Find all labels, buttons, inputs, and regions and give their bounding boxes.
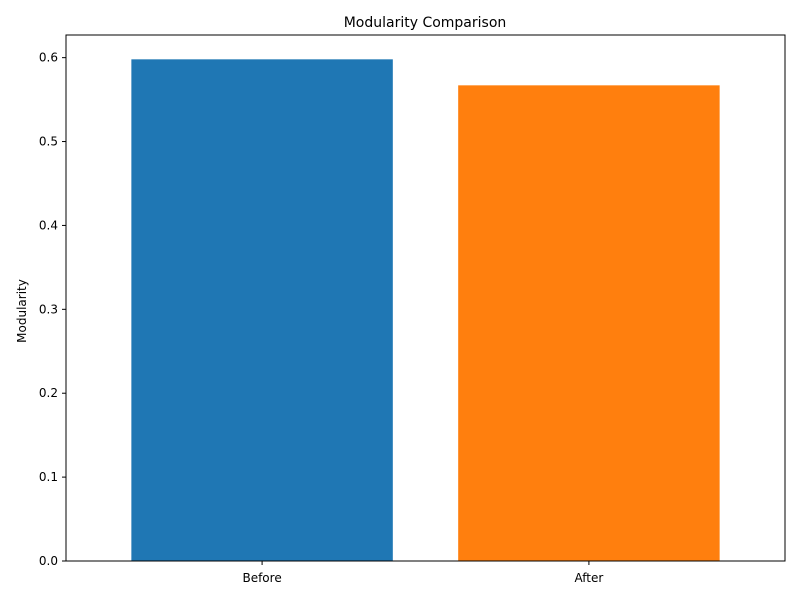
x-tick-label-before: Before: [242, 571, 281, 585]
y-tick-label: 0.3: [39, 302, 58, 316]
y-tick-label: 0.2: [39, 386, 58, 400]
bar-before: [131, 59, 393, 561]
y-axis-label: Modularity: [15, 279, 29, 343]
plot-frame: [65, 34, 786, 562]
chart-title: Modularity Comparison: [344, 15, 507, 31]
y-tick-label: 0.5: [39, 135, 58, 149]
y-tick-label: 0.6: [39, 51, 58, 65]
y-tick-label: 0.4: [39, 218, 58, 232]
y-tick-label: 0.0: [39, 554, 58, 568]
bar-after: [458, 85, 720, 561]
y-tick-label: 0.1: [39, 470, 58, 484]
plot-area: 0.0 0.1 0.2 0.3 0.4 0.5 0.6 Before After: [39, 34, 786, 585]
x-tick-label-after: After: [574, 571, 603, 585]
